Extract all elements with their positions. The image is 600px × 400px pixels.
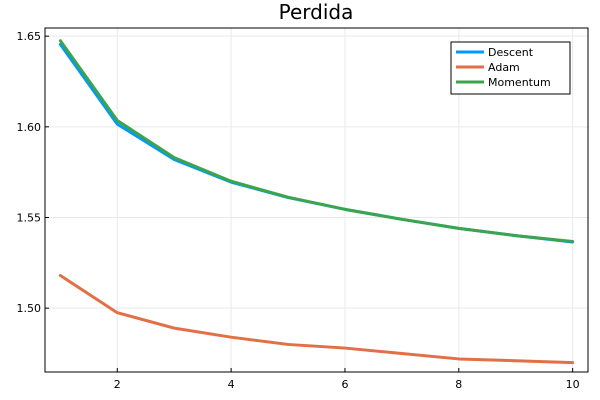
legend-label: Momentum xyxy=(488,76,551,89)
y-tick-label: 1.65 xyxy=(17,30,42,43)
legend: Descent Adam Momentum xyxy=(450,41,571,95)
series-line-adam xyxy=(58,274,575,365)
grid xyxy=(45,28,588,372)
x-tick-label: 8 xyxy=(455,378,462,391)
chart-title: Perdida xyxy=(279,0,354,24)
x-tick-label: 10 xyxy=(566,378,580,391)
y-tick-label: 1.55 xyxy=(17,211,42,224)
legend-label: Descent xyxy=(488,46,534,59)
x-tick-label: 2 xyxy=(114,378,121,391)
y-tick-label: 1.50 xyxy=(17,302,42,315)
y-tick-label: 1.60 xyxy=(17,121,42,134)
y-axis-ticks: 1.50 1.55 1.60 1.65 xyxy=(17,30,49,315)
x-axis-ticks: 2 4 6 8 10 xyxy=(114,368,580,391)
plot-frame xyxy=(44,27,589,373)
series-group xyxy=(58,39,575,365)
x-tick-label: 6 xyxy=(341,378,348,391)
series-line-momentum xyxy=(58,39,575,243)
legend-label: Adam xyxy=(488,61,520,74)
x-tick-label: 4 xyxy=(228,378,235,391)
